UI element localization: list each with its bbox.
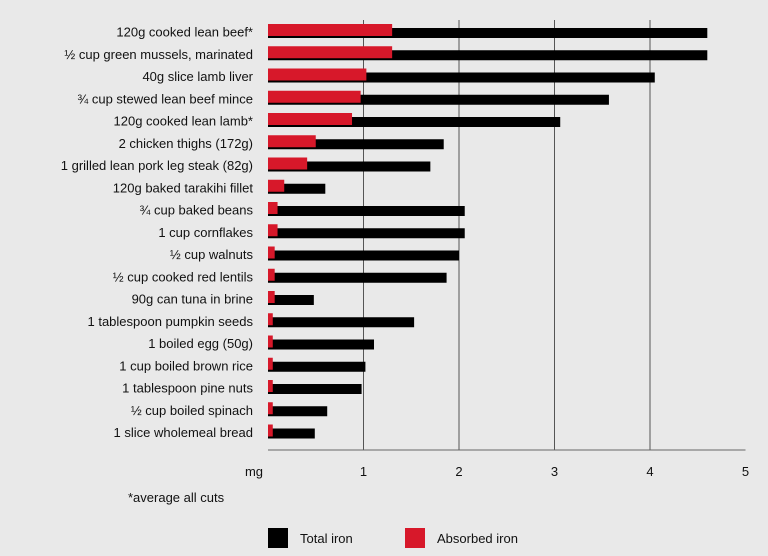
- category-label: ½ cup cooked red lentils: [113, 269, 254, 284]
- legend-label: Absorbed iron: [437, 531, 518, 546]
- bar-total-iron: [268, 295, 314, 305]
- bar-total-iron: [268, 50, 708, 61]
- bar-absorbed-iron: [268, 291, 275, 303]
- category-label: ¾ cup stewed lean beef mince: [77, 91, 253, 106]
- bar-absorbed-iron: [268, 313, 273, 326]
- bar-total-iron: [268, 250, 459, 261]
- bar-total-iron: [268, 28, 708, 38]
- category-label: 90g can tuna in brine: [132, 292, 253, 307]
- x-tick-label: 1: [360, 464, 367, 479]
- category-label: 1 tablespoon pine nuts: [122, 381, 253, 396]
- category-label: ½ cup green mussels, marinated: [64, 47, 253, 62]
- footnote: *average all cuts: [128, 490, 225, 505]
- bar-absorbed-iron: [268, 224, 278, 237]
- category-label: ¾ cup baked beans: [140, 203, 254, 218]
- bar-absorbed-iron: [268, 68, 367, 81]
- category-label: ½ cup walnuts: [170, 247, 254, 262]
- bar-total-iron: [268, 361, 366, 372]
- bar-absorbed-iron: [268, 424, 273, 437]
- category-labels: 120g cooked lean beef* ½ cup green mussel…: [61, 25, 254, 441]
- category-label: 120g baked tarakihi fillet: [113, 180, 254, 195]
- bar-total-iron: [268, 206, 465, 216]
- bar-total-iron: [268, 317, 415, 328]
- legend: Total iron Absorbed iron: [268, 528, 518, 548]
- category-label: 2 chicken thighs (172g): [119, 136, 253, 151]
- category-label: 1 cup boiled brown rice: [119, 358, 253, 373]
- x-tick-label: 3: [551, 464, 558, 479]
- bar-total-iron: [268, 183, 326, 194]
- x-axis-unit-label: mg: [245, 464, 263, 479]
- bar-absorbed-iron: [268, 24, 393, 36]
- bar-absorbed-iron: [268, 157, 308, 170]
- bar-total-iron: [268, 94, 609, 105]
- bar-absorbed-iron: [268, 380, 273, 392]
- bar-total-iron: [268, 384, 362, 394]
- category-label: 1 boiled egg (50g): [148, 336, 253, 351]
- bar-total-iron: [268, 428, 315, 439]
- bar-absorbed-iron: [268, 268, 275, 281]
- legend-label: Total iron: [300, 531, 353, 546]
- category-label: ½ cup boiled spinach: [131, 403, 253, 418]
- bar-total-iron: [268, 406, 328, 417]
- bar-absorbed-iron: [268, 135, 316, 148]
- bars: [268, 24, 708, 439]
- legend-swatch: [268, 528, 288, 548]
- bar-total-iron: [268, 339, 375, 350]
- x-tick-label: 4: [646, 464, 653, 479]
- bar-absorbed-iron: [268, 179, 285, 192]
- bar-absorbed-iron: [268, 202, 278, 214]
- bar-absorbed-iron: [268, 357, 273, 370]
- bar-total-iron: [268, 139, 444, 150]
- bar-total-iron: [268, 117, 561, 127]
- category-label: 1 tablespoon pumpkin seeds: [87, 314, 253, 329]
- category-label: 120g cooked lean beef*: [116, 25, 253, 40]
- bar-total-iron: [268, 161, 431, 172]
- x-axis-ticks: 1 2 3 4 5: [360, 464, 749, 479]
- bar-absorbed-iron: [268, 113, 353, 125]
- legend-swatch: [405, 528, 425, 548]
- bar-absorbed-iron: [268, 90, 361, 103]
- x-tick-label: 2: [455, 464, 462, 479]
- bar-total-iron: [268, 228, 465, 239]
- bar-absorbed-iron: [268, 246, 275, 259]
- bar-absorbed-iron: [268, 46, 393, 59]
- bar-total-iron: [268, 272, 447, 283]
- category-label: 40g slice lamb liver: [142, 69, 253, 84]
- x-tick-label: 5: [742, 464, 749, 479]
- category-label: 1 cup cornflakes: [158, 225, 253, 240]
- category-label: 120g cooked lean lamb*: [114, 114, 254, 129]
- category-label: 1 grilled lean pork leg steak (82g): [61, 158, 253, 173]
- category-label: 1 slice wholemeal bread: [114, 425, 253, 440]
- bar-total-iron: [268, 72, 655, 83]
- bar-absorbed-iron: [268, 335, 273, 348]
- bar-absorbed-iron: [268, 402, 273, 415]
